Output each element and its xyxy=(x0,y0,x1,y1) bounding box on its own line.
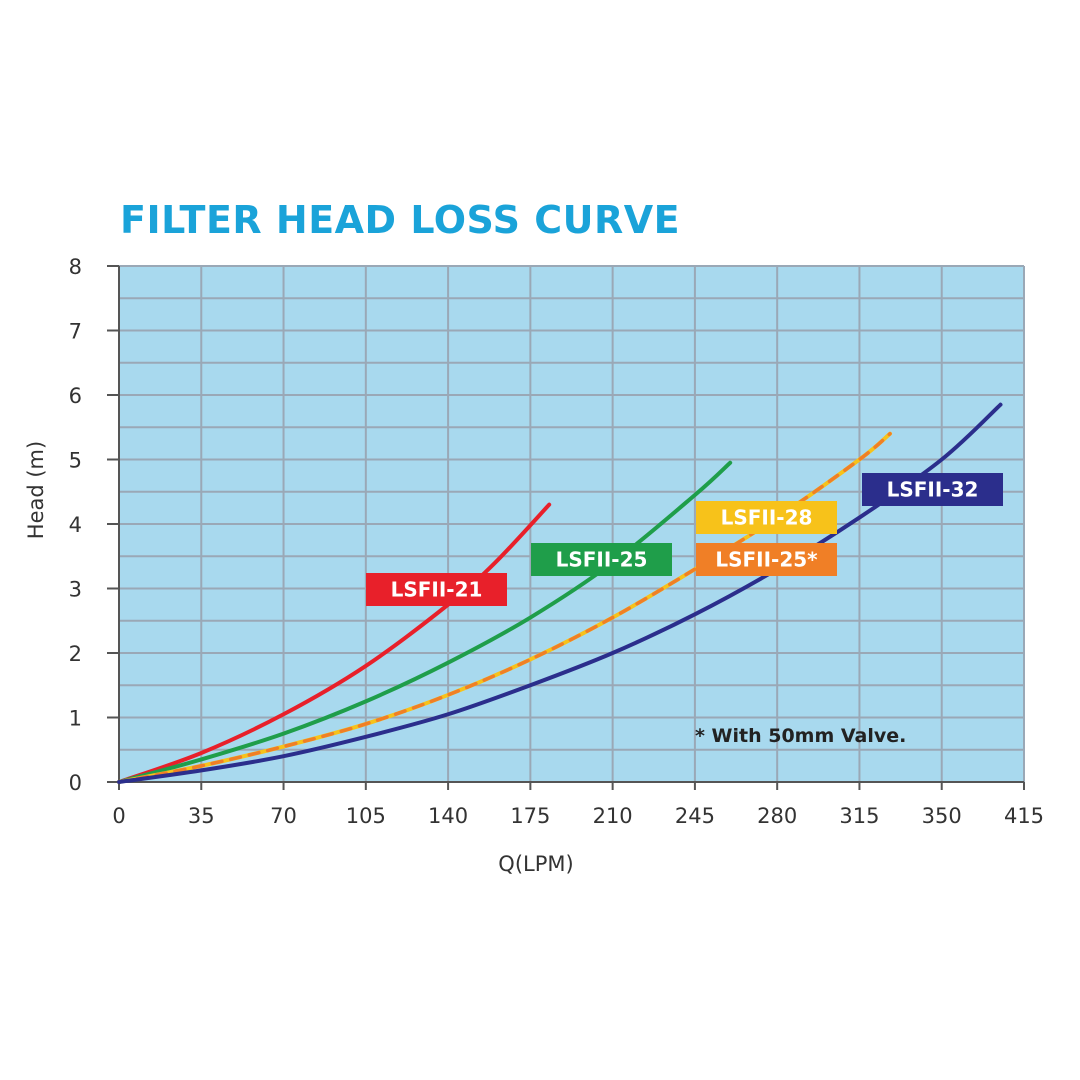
x-tick-label: 415 xyxy=(1004,804,1044,828)
series-line-lsfii-21 xyxy=(117,502,552,784)
x-tick-label: 245 xyxy=(675,804,715,828)
y-tick-label: 5 xyxy=(69,449,82,473)
series-label-box-lsfii-28 xyxy=(696,501,837,534)
y-tick-label: 6 xyxy=(69,384,82,408)
series-label-lsfii-28: LSFII-28 xyxy=(721,506,813,530)
x-tick-label: 70 xyxy=(270,804,297,828)
x-tick-label: 105 xyxy=(346,804,386,828)
series-label-box-lsfii-32 xyxy=(862,473,1003,506)
x-axis-label: Q(LPM) xyxy=(498,852,573,876)
series-line-lsfii-25- xyxy=(117,431,892,784)
y-axis: 0 1 2 3 4 5 6 7 8 xyxy=(69,255,119,795)
y-tick-label: 8 xyxy=(69,255,82,279)
chart-title: FILTER HEAD LOSS CURVE xyxy=(120,198,681,242)
x-tick-label: 280 xyxy=(757,804,797,828)
series-label-box-lsfii-25- xyxy=(696,543,837,576)
series-label-lsfii-25-: LSFII-25* xyxy=(715,548,818,572)
series-line-lsfii-32 xyxy=(117,402,1003,784)
y-tick-label: 1 xyxy=(69,707,82,731)
x-tick-label: 210 xyxy=(593,804,633,828)
series-line-lsfii-25 xyxy=(117,460,733,784)
x-tick-label: 0 xyxy=(112,804,125,828)
y-tick-label: 4 xyxy=(69,513,82,537)
series-label-lsfii-25: LSFII-25 xyxy=(556,548,648,572)
series-label-box-lsfii-25 xyxy=(531,543,672,576)
series-label-lsfii-32: LSFII-32 xyxy=(887,478,979,502)
x-tick-label: 35 xyxy=(188,804,215,828)
y-axis-label: Head (m) xyxy=(24,441,48,539)
y-tick-label: 2 xyxy=(69,642,82,666)
series-labels: LSFII-21 LSFII-25 LSFII-28 LSFII-25* LSFII-3… xyxy=(366,473,1003,606)
x-tick-label: 350 xyxy=(922,804,962,828)
y-tick-label: 3 xyxy=(69,578,82,602)
valve-note: * With 50mm Valve. xyxy=(695,725,906,747)
x-tick-label: 140 xyxy=(428,804,468,828)
series-label-box-lsfii-21 xyxy=(366,573,507,606)
x-tick-label: 175 xyxy=(510,804,550,828)
x-axis: 0 35 70 105 140 175 210 245 280 315 350 415 xyxy=(112,782,1044,828)
y-tick-label: 7 xyxy=(69,320,82,344)
x-tick-label: 315 xyxy=(839,804,879,828)
series-label-lsfii-21: LSFII-21 xyxy=(391,578,483,602)
y-tick-label: 0 xyxy=(69,771,82,795)
